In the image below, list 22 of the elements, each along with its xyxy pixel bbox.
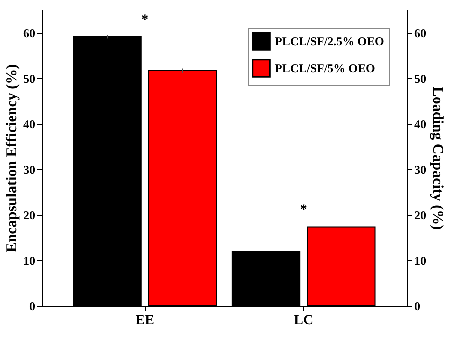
legend-label: PLCL/SF/5% OEO xyxy=(275,62,376,76)
y2-tick-label: 30 xyxy=(414,162,426,177)
y2-tick-label: 20 xyxy=(414,208,426,222)
y-tick-label: 20 xyxy=(24,208,36,222)
y-tick-label: 60 xyxy=(24,26,36,40)
y2-tick-label: 60 xyxy=(414,26,426,40)
y-tick-label: 40 xyxy=(24,117,36,132)
annotation: * xyxy=(142,12,149,28)
annotation: * xyxy=(300,203,308,218)
y-axis-title: Encapsulation Efficiency (%) xyxy=(4,64,20,253)
y2-tick-label: 0 xyxy=(414,300,420,314)
x-tick-label: LC xyxy=(294,314,314,328)
y2-tick-label: 40 xyxy=(414,117,426,132)
x-tick-label: EE xyxy=(136,314,154,328)
y2-axis-title: Loading Capacity (%) xyxy=(430,86,446,230)
legend-label: PLCL/SF/2.5% OEO xyxy=(275,34,384,48)
y2-tick-label: 50 xyxy=(414,72,426,86)
y-tick-label: 30 xyxy=(24,162,36,177)
y-tick-label: 0 xyxy=(30,300,36,314)
y-tick-label: 10 xyxy=(24,254,36,268)
y2-tick-label: 10 xyxy=(414,254,426,268)
y-tick-label: 50 xyxy=(24,72,36,86)
